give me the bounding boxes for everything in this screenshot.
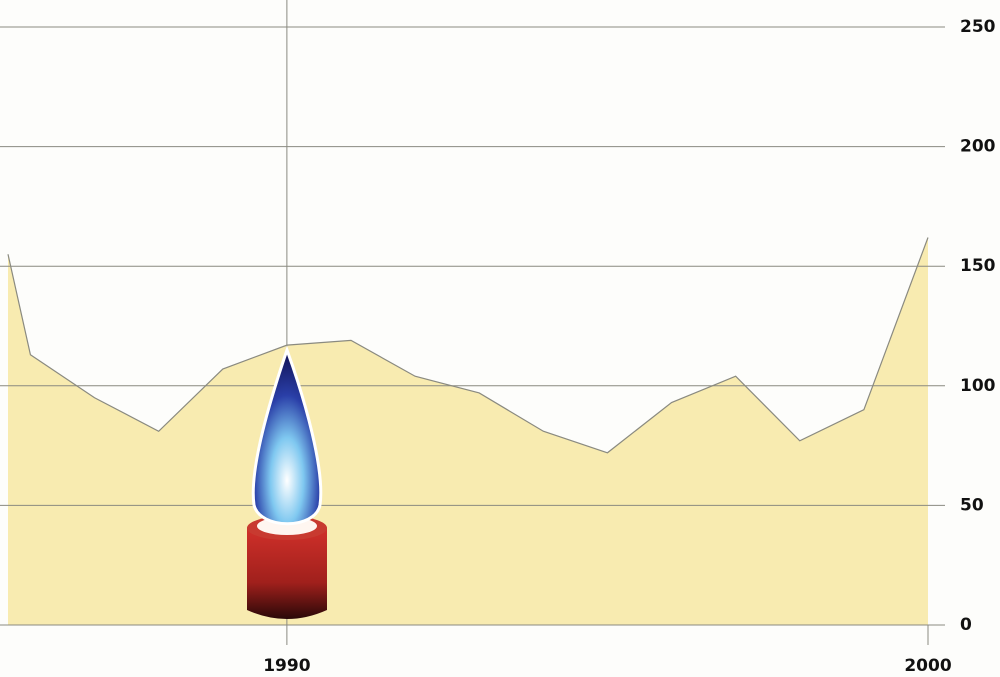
y-tick-label: 150	[960, 256, 996, 276]
y-tick-label: 100	[960, 376, 996, 396]
x-tick-label: 1990	[263, 656, 310, 676]
y-tick-label: 250	[960, 17, 996, 37]
y-tick-label: 200	[960, 137, 996, 157]
y-tick-label: 0	[960, 615, 972, 635]
x-tick-label: 2000	[904, 656, 951, 676]
chart: 0 50 100 150 200 250 1990 2000	[0, 0, 1000, 677]
y-tick-label: 50	[960, 495, 984, 515]
